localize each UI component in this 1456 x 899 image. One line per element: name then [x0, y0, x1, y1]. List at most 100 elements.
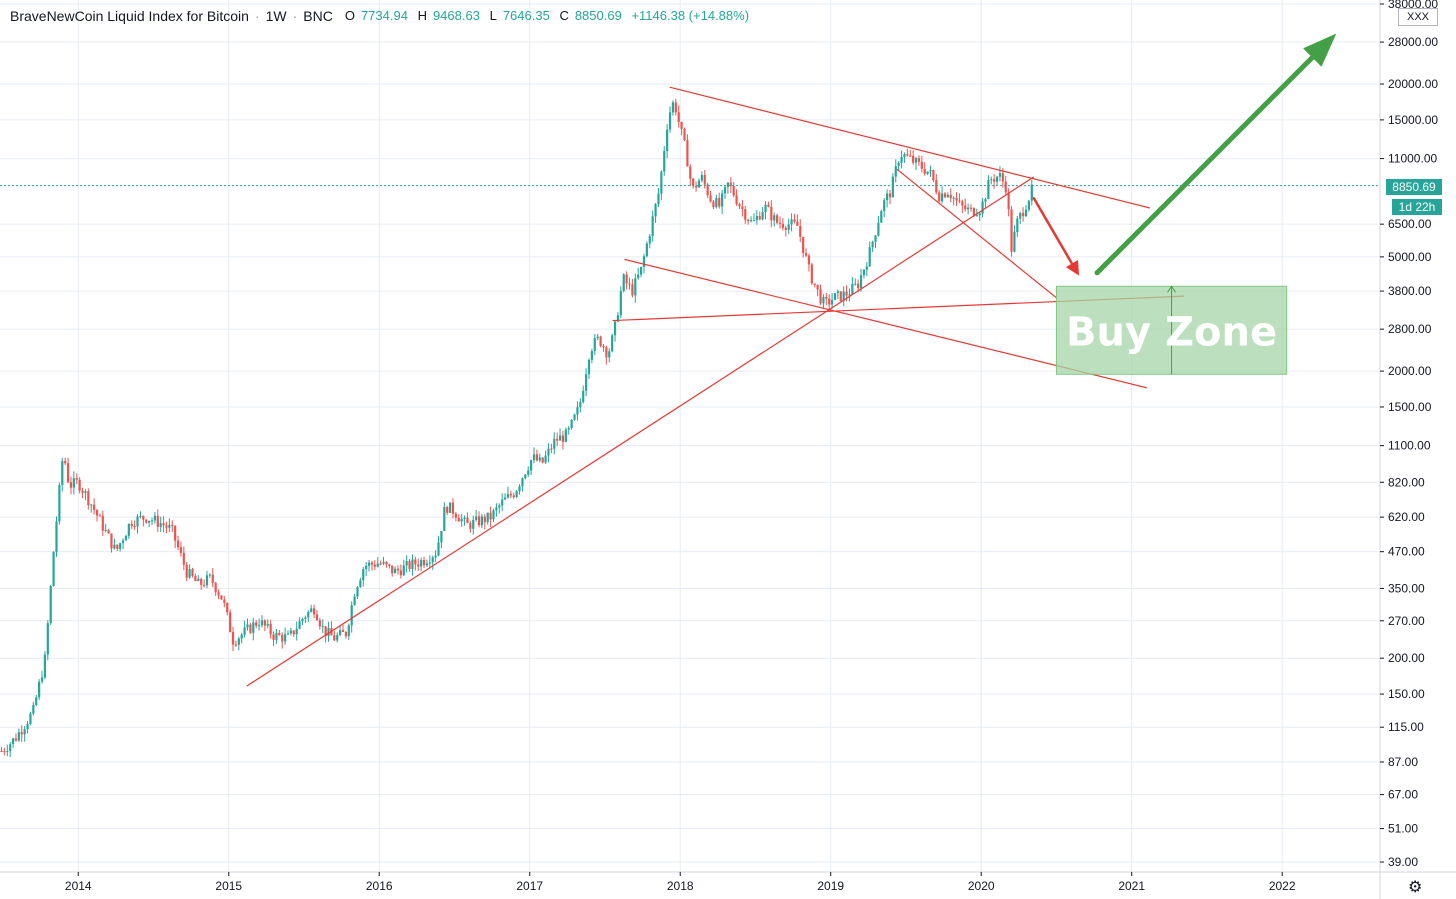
candle-body [619, 291, 622, 316]
candle-body [255, 622, 258, 626]
candle-body [561, 435, 565, 442]
candle-body [865, 266, 868, 270]
candle-body [451, 502, 455, 514]
candle-body [845, 291, 848, 296]
candle-body [628, 283, 631, 285]
candle-body [373, 564, 376, 567]
candle-body [391, 565, 394, 574]
candle-body [498, 505, 501, 508]
candle-body [564, 429, 567, 442]
y-tick-label: 1500.00 [1388, 400, 1432, 414]
candle-body [923, 168, 926, 174]
candle-body [75, 478, 78, 480]
down-arrow-shaft [1032, 197, 1074, 265]
candle-body [11, 738, 15, 745]
candle-body [851, 283, 854, 295]
candle-body [0, 751, 3, 753]
candle-body [590, 351, 593, 360]
symbol-title[interactable]: BraveNewCoin Liquid Index for Bitcoin [10, 8, 249, 24]
candle-body [246, 624, 249, 628]
candle-body [159, 523, 162, 527]
candle-body [897, 162, 900, 167]
candle-body [477, 516, 481, 526]
candle-body [715, 198, 718, 208]
candle-body [972, 208, 976, 216]
candle-body [515, 491, 518, 497]
candle-body [174, 525, 177, 541]
candle-body [593, 338, 596, 352]
candle-body [544, 455, 547, 463]
candle-body [35, 697, 38, 705]
candle-body [917, 158, 921, 162]
candle-body [3, 751, 6, 753]
candle-body [961, 201, 964, 206]
candle-body [596, 336, 599, 339]
candle-body [353, 596, 356, 606]
candle-body [231, 632, 235, 645]
candle-body [689, 166, 692, 179]
candle-body [153, 515, 156, 521]
candle-body [171, 524, 174, 526]
candle-body [1010, 209, 1013, 252]
candle-body [463, 517, 466, 519]
candle-body [880, 211, 883, 223]
candle-body [599, 336, 602, 346]
candle-body [208, 574, 211, 576]
candle-body [1030, 184, 1033, 201]
candle-body [605, 347, 608, 358]
candle-body [573, 414, 576, 420]
candle-body [217, 592, 220, 596]
up-arrow-head [1303, 33, 1337, 67]
candle-body [585, 374, 588, 391]
candle-body [194, 576, 197, 582]
candle-body [396, 568, 400, 571]
candle-body [1013, 232, 1016, 252]
candle-body [553, 438, 556, 449]
candle-body [660, 171, 663, 194]
candle-body [642, 256, 646, 267]
candle-body [367, 562, 371, 566]
candle-body [492, 510, 495, 520]
candle-body [503, 497, 507, 500]
candle-body [648, 236, 651, 244]
candle-body [211, 574, 214, 583]
currency-badge[interactable]: XXX [1398, 8, 1438, 26]
interval-label[interactable]: 1W [265, 8, 287, 24]
candle-body [20, 732, 23, 735]
candle-body [269, 623, 272, 635]
candle-body [1004, 181, 1007, 193]
candle-body [469, 523, 472, 529]
candle-body [810, 264, 813, 284]
candle-body [411, 559, 414, 570]
candle-body [721, 193, 724, 207]
gear-icon[interactable]: ⚙ [1408, 879, 1423, 896]
candle-body [90, 504, 93, 506]
candle-body [1024, 209, 1028, 217]
candle-body [654, 203, 657, 217]
candle-body [868, 247, 871, 267]
candle-body [651, 216, 654, 237]
candle-body [417, 564, 420, 567]
candle-body [263, 620, 266, 626]
price-axis[interactable]: 38000.00 28000.00 20000.00 15000.00 11000.00… [1379, 0, 1438, 899]
chart-header: BraveNewCoin Liquid Index for Bitcoin · … [10, 8, 755, 24]
candle-body [113, 544, 116, 549]
candle-body [266, 623, 269, 626]
candle-body [257, 625, 261, 627]
candle-body [14, 738, 18, 741]
candle-body [587, 359, 591, 375]
candle-body [532, 454, 536, 461]
candle-body [694, 186, 698, 188]
candle-body [666, 129, 669, 152]
trendlines [246, 86, 1185, 687]
candle-body [958, 200, 961, 202]
candle-body [321, 626, 324, 628]
candle-body [370, 562, 374, 565]
time-axis[interactable]: 2014 2015 2016 2017 2018 2019 2020 2021 2022 [0, 871, 1456, 893]
candle-body [307, 611, 310, 618]
candle-body [657, 193, 660, 204]
y-tick-label: 200.00 [1388, 651, 1425, 665]
candle-body [625, 274, 628, 284]
candle-body [486, 512, 489, 523]
